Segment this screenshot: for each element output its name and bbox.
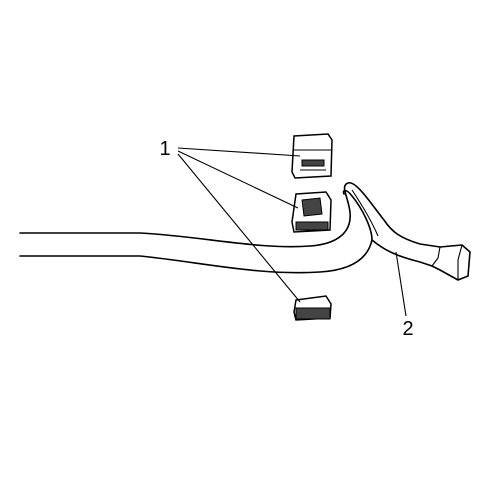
stabilizer-bar (19, 182, 471, 281)
bushing-clip-middle (291, 191, 332, 233)
bushing-clip-top (291, 133, 333, 179)
bushing-lower (293, 295, 332, 321)
leader-lines (177, 147, 407, 317)
callout-label: 2 (402, 318, 413, 340)
callout-label: 1 (159, 138, 170, 160)
